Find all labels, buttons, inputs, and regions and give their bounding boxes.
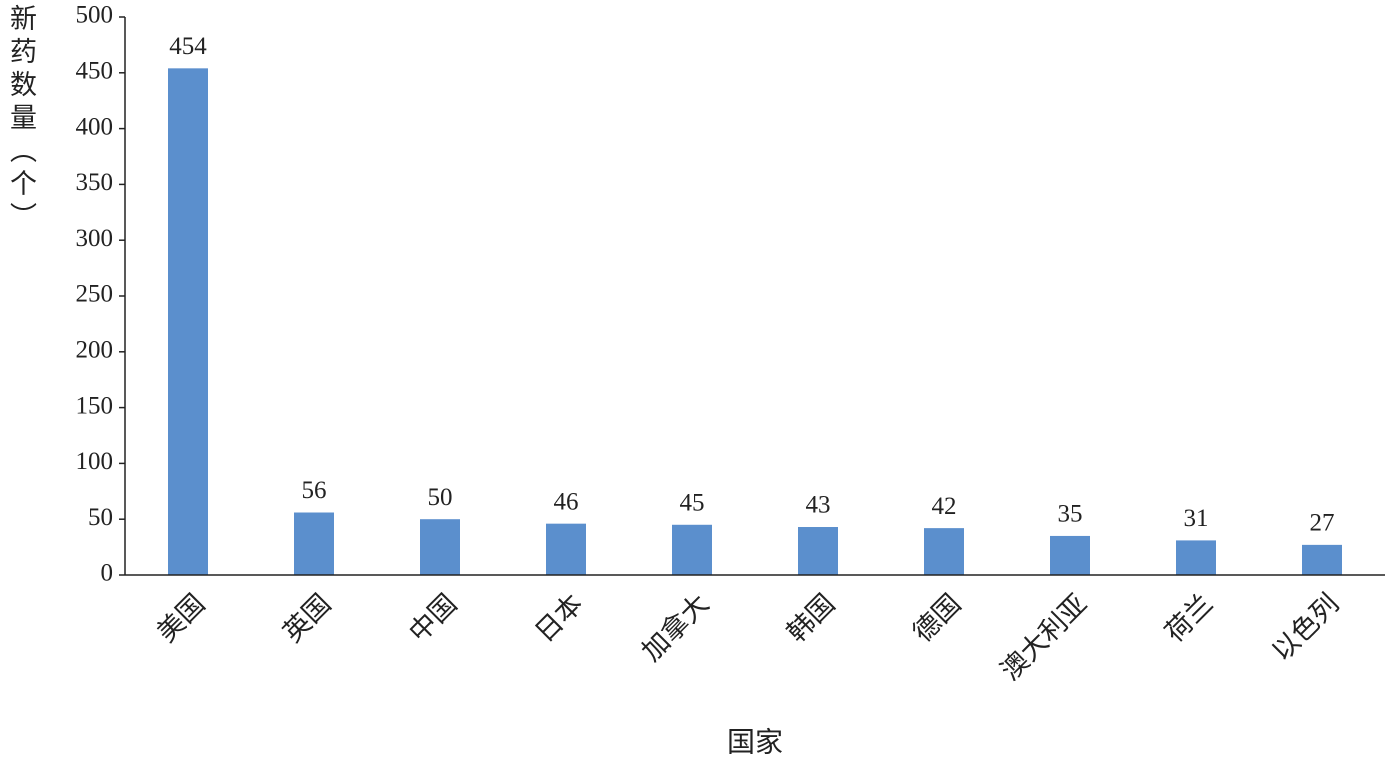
- value-label: 50: [428, 484, 453, 511]
- x-tick-label: 加拿大: [636, 588, 714, 666]
- value-label: 46: [554, 488, 579, 515]
- bar: [924, 528, 964, 575]
- x-axis-title: 国家: [727, 726, 783, 758]
- value-label: 31: [1184, 505, 1209, 532]
- x-tick-label: 以色列: [1266, 588, 1344, 666]
- y-tick-label: 150: [76, 392, 114, 419]
- value-label: 45: [680, 490, 705, 517]
- bar: [294, 512, 334, 575]
- y-axis-title: 新药数量（个）: [6, 4, 36, 235]
- x-tick-label: 澳大利亚: [995, 588, 1093, 686]
- bar: [546, 523, 586, 575]
- bar: [1176, 540, 1216, 575]
- bar: [168, 68, 208, 575]
- value-label: 42: [932, 493, 957, 520]
- x-tick-label: 英国: [277, 588, 336, 647]
- value-label: 27: [1310, 510, 1335, 537]
- bar: [420, 519, 460, 575]
- x-tick-label: 韩国: [781, 588, 840, 647]
- x-tick-label: 美国: [151, 588, 210, 647]
- y-tick-label: 400: [76, 113, 114, 140]
- bar: [798, 527, 838, 575]
- y-tick-label: 250: [76, 281, 114, 308]
- bar: [1302, 544, 1342, 575]
- bar: [672, 524, 712, 575]
- y-tick-label: 350: [76, 169, 114, 196]
- y-tick-label: 500: [76, 2, 114, 29]
- x-tick-label: 中国: [403, 588, 462, 647]
- y-tick-label: 200: [76, 337, 114, 364]
- bar: [1050, 535, 1090, 575]
- value-label: 35: [1058, 501, 1083, 528]
- value-label: 43: [806, 492, 831, 519]
- y-tick-label: 100: [76, 448, 114, 475]
- y-tick-label: 450: [76, 58, 114, 85]
- y-tick-label: 0: [101, 560, 114, 587]
- value-label: 56: [302, 477, 327, 504]
- x-tick-label: 荷兰: [1159, 588, 1218, 647]
- y-tick-label: 300: [76, 225, 114, 252]
- x-tick-label: 德国: [907, 588, 966, 647]
- value-label: 454: [169, 33, 207, 60]
- x-tick-label: 日本: [529, 588, 588, 647]
- y-tick-label: 50: [88, 504, 113, 531]
